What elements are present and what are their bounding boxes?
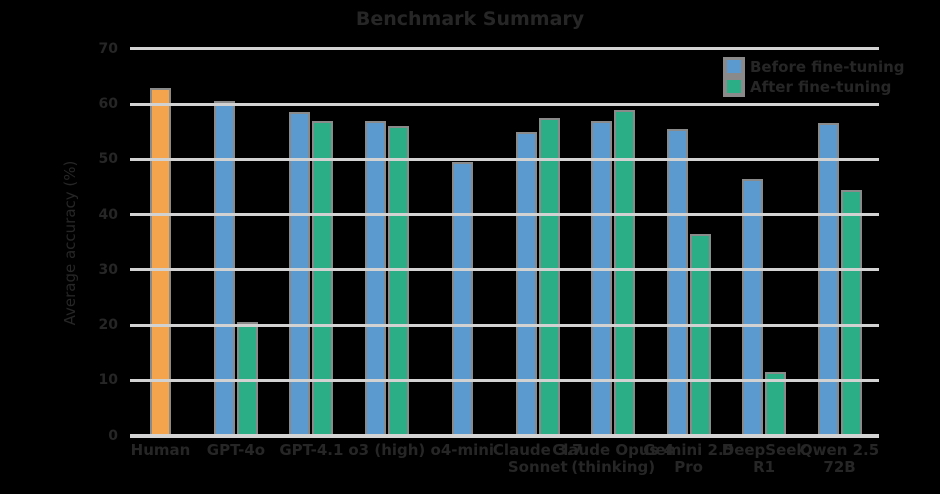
x-tick-label-6: Claude Opus 4 (thinking) <box>552 441 675 477</box>
bar-green-8 <box>765 372 787 438</box>
gridline-y30 <box>130 268 879 272</box>
bar-blue-7 <box>666 129 688 438</box>
bar-green-6 <box>614 109 636 438</box>
gridline-y20 <box>130 323 879 327</box>
legend-swatch-icon <box>727 80 741 93</box>
bar-green-9 <box>840 189 862 438</box>
chart-title: Benchmark Summary <box>355 8 585 30</box>
x-tick-label-1: GPT-4o <box>206 441 266 459</box>
bar-green-2 <box>312 120 334 438</box>
legend: Before fine-tuning After fine-tuning <box>723 57 905 97</box>
bar-blue-9 <box>817 123 839 438</box>
bar-green-7 <box>689 233 711 438</box>
bar-blue-6 <box>591 120 613 438</box>
y-tick-label-0: 0 <box>108 427 118 444</box>
gridline-y40 <box>130 213 879 217</box>
x-tick-label-2: GPT-4.1 <box>279 441 344 459</box>
legend-entry-label: After fine-tuning <box>750 77 892 96</box>
bar-blue-3 <box>364 120 386 438</box>
y-tick-label-60: 60 <box>98 96 118 113</box>
x-tick-label-5: Claude 3.7 Sonnet <box>492 441 583 477</box>
bar-blue-5 <box>515 131 537 438</box>
bar-human-0 <box>150 87 171 438</box>
legend-entry-1: After fine-tuning <box>723 77 905 96</box>
legend-entry-label: Before fine-tuning <box>750 57 905 76</box>
legend-entry-0: Before fine-tuning <box>723 57 905 76</box>
gridline-y50 <box>130 157 879 161</box>
x-tick-label-0: Human <box>130 441 191 459</box>
y-tick-label-30: 30 <box>98 261 118 278</box>
y-tick-label-70: 70 <box>98 40 118 57</box>
gridline-y10 <box>130 378 879 382</box>
x-tick-label-8: DeepSeek R1 <box>721 441 807 477</box>
x-tick-label-3: o3 (high) <box>348 441 426 459</box>
bar-green-3 <box>387 126 409 438</box>
gridline-y60 <box>130 102 879 106</box>
bar-blue-8 <box>742 178 764 438</box>
y-axis-label: Average accuracy (%) <box>61 160 79 326</box>
y-tick-label-50: 50 <box>98 151 118 168</box>
legend-swatch-icon <box>727 60 741 73</box>
bar-blue-2 <box>289 112 311 438</box>
bar-green-5 <box>538 117 560 438</box>
x-tick-label-4: o4-mini <box>430 441 495 459</box>
bar-blue-4 <box>451 162 473 438</box>
y-tick-label-40: 40 <box>98 206 118 223</box>
gridline-y70 <box>130 47 879 51</box>
x-tick-label-7: Gemini 2.5 Pro <box>643 441 735 477</box>
x-axis-line <box>130 433 879 438</box>
x-tick-label-9: Qwen 2.5 72B <box>799 441 880 477</box>
y-tick-label-20: 20 <box>98 317 118 334</box>
y-tick-label-10: 10 <box>98 372 118 389</box>
